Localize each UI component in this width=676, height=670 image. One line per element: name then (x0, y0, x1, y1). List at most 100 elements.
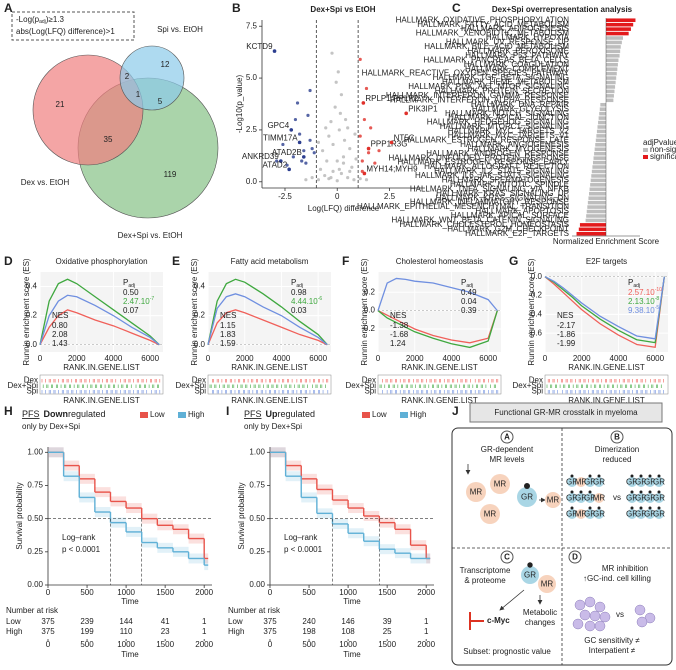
padj-value-part: 4.44.10 (291, 297, 318, 306)
gr-cell (645, 493, 655, 503)
risk-value: 108 (341, 627, 355, 636)
point (302, 149, 306, 153)
point (318, 167, 323, 171)
x-tick-label: 500 (302, 640, 316, 649)
category-label: HALLMARK_PEROXISOME (468, 46, 569, 55)
point (334, 80, 338, 84)
point (362, 171, 367, 176)
set-label: Dex+Spi vs. EtOH (118, 231, 183, 240)
point (366, 151, 371, 155)
gr-cell (645, 509, 655, 519)
category-label: HALLMARK_HEME_METABOLISM (442, 78, 569, 87)
subpanel-text: GR-dependent (481, 445, 534, 454)
point (321, 149, 325, 153)
badge-letter: B (614, 433, 620, 442)
x-tick-label: 2.5 (384, 192, 396, 201)
legend-label: Low (372, 410, 387, 419)
x-tick-label: 2000 (417, 588, 435, 597)
p-value: p < 0.0001 (62, 545, 101, 554)
category-label: HALLMARK_INFLAMMATORY_RESPONSE (410, 198, 569, 207)
cell (584, 596, 596, 608)
y-tick-label: 0.2 (364, 287, 376, 296)
x-tick-label: 6000 (479, 354, 497, 363)
padj-title-part: P (123, 278, 128, 287)
es-curve (39, 309, 160, 346)
y-axis-label: Runnin enrichment score (ES) (527, 258, 536, 365)
gr-label: GR (626, 478, 638, 487)
mr-cell (594, 493, 604, 503)
category-label: HALLMARK_KRAS_SIGNALING_UP (436, 189, 569, 198)
padj-title: Padj (123, 278, 135, 289)
subpanel-text: MR inhibition (602, 564, 648, 573)
chart-title: Cholesterol homeostasis (396, 257, 484, 266)
point (312, 151, 316, 155)
panel-letter: A (4, 1, 13, 15)
point (331, 169, 335, 174)
padj-title-part: P (461, 278, 466, 287)
es-curve (377, 277, 498, 312)
mr-label: MR (575, 478, 588, 487)
badge-letter: A (504, 433, 510, 442)
bar (599, 107, 606, 111)
point (325, 159, 329, 163)
mr-label: MR (484, 510, 497, 519)
x-tick-label: 2000 (236, 354, 254, 363)
risk-label: Low (6, 617, 21, 626)
padj-value-part: 2.47.10 (123, 297, 150, 306)
point (360, 159, 364, 163)
x-tick-label: 2000 (573, 354, 591, 363)
category-label: HALLMARK_MYC_TARGETS_V2 (448, 127, 570, 136)
bar (591, 174, 606, 178)
chart-title: Dex+Spi vs EtOH (310, 5, 375, 14)
ligand (630, 474, 634, 478)
x-tick-label: 2000 (417, 640, 435, 649)
bar (588, 196, 606, 200)
category-label: HALLMARK_INTERFERON_ALPHA_RESPONSE (390, 95, 569, 104)
cell (636, 616, 648, 628)
category-label: HALLMARK_INTERFERON_GAMMA_RESPONSE (386, 91, 569, 100)
gr-label: GR (584, 510, 596, 519)
x-tick-label: 1000 (339, 640, 357, 649)
legend-label: significant (650, 152, 676, 161)
padj-title: Padj (628, 278, 640, 289)
bar (576, 231, 606, 236)
x-tick-label: 0 (543, 354, 548, 363)
x-tick-label: 1000 (339, 588, 357, 597)
x-tick-label: 6000 (646, 354, 664, 363)
point-label: PPP1R3G (371, 140, 408, 149)
legend-text-part: adj (39, 19, 46, 25)
point (306, 113, 310, 118)
y-tick-label: 2.5 (246, 125, 258, 134)
legend-label: Low (150, 410, 165, 419)
bar (585, 218, 606, 223)
panel-letter: D (4, 254, 13, 268)
gr-cell (567, 509, 577, 519)
category-label: HALLMARK_MYC_TARGETS_V1 (448, 131, 570, 140)
x-tick-label: 1500 (378, 588, 396, 597)
subpanel-text: Subset: prognostic value (463, 647, 551, 656)
gr-label: GR (524, 571, 536, 580)
mr-label: MR (547, 496, 560, 505)
gr-label: GR (653, 510, 665, 519)
bar (595, 138, 606, 143)
subpanel-text: ↑GC-ind. cell killing (583, 574, 651, 583)
category-label: HALLMARK_ESTROGEN_RESPONSE_LATE (404, 135, 569, 144)
padj-value: 2.57.10-10 (628, 287, 662, 297)
gr-label: GR (653, 494, 665, 503)
x-tick-label: 1500 (378, 640, 396, 649)
point (316, 178, 321, 182)
category-label: HALLMARK_COMPLEMENT (465, 64, 569, 73)
point (324, 126, 328, 130)
gr-label: GR (626, 494, 638, 503)
panel-letter: G (509, 254, 518, 268)
category-label: HALLMARK_NOTCH_SIGNALING (445, 109, 569, 118)
point (389, 140, 394, 145)
point (289, 128, 294, 132)
padj-value: 0.07 (123, 306, 139, 315)
category-label: HALLMARK_ADIPOGENESIS (461, 24, 569, 33)
padj-value: 0.50 (123, 288, 139, 297)
category-label: HALLMARK_SPERMATOGENESIS (442, 175, 569, 184)
category-label: HALLMARK_E2F_TARGETS (465, 229, 569, 238)
padj-value: 0.49 (461, 288, 477, 297)
gr-cell (567, 493, 577, 503)
